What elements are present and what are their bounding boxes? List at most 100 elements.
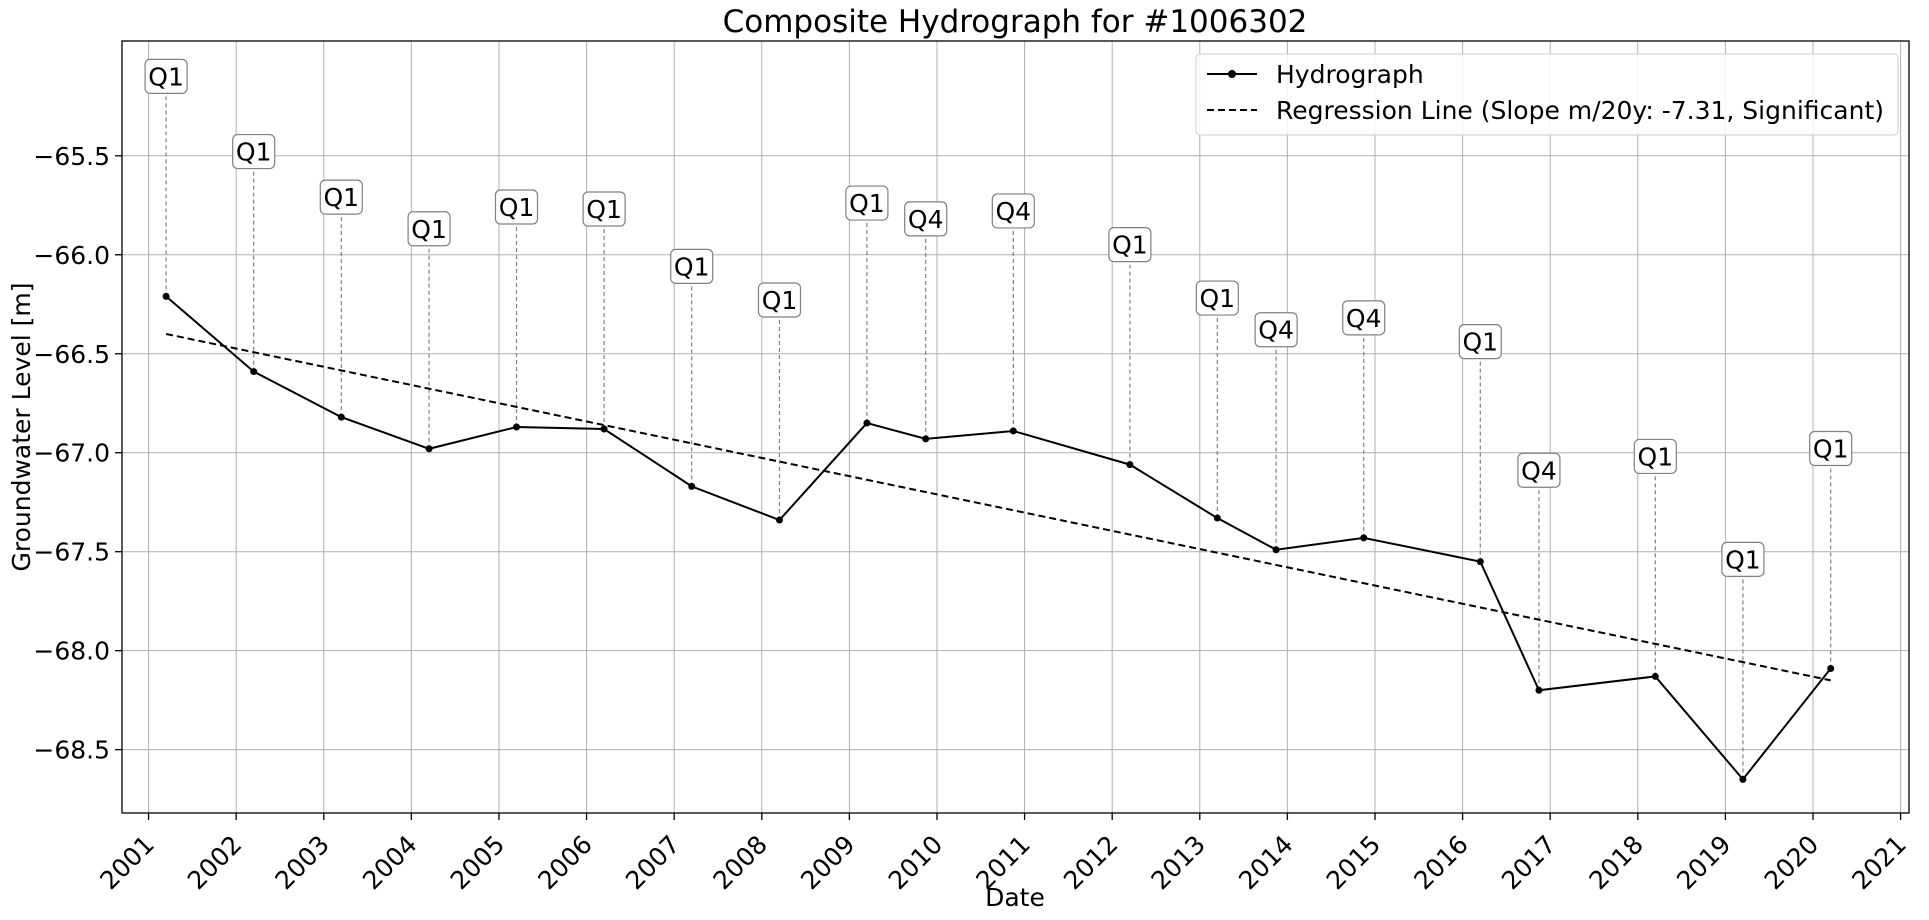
quarter-label: Q4 xyxy=(1346,304,1382,333)
quarter-label: Q1 xyxy=(586,195,622,224)
x-tick-label: 2008 xyxy=(708,830,773,895)
regression-line xyxy=(165,332,1831,682)
quarter-label: Q1 xyxy=(1200,284,1236,313)
x-tick-label: 2019 xyxy=(1671,830,1736,895)
hydrograph-point xyxy=(1126,461,1134,469)
y-tick-label: −68.0 xyxy=(33,637,110,666)
quarter-label-box xyxy=(494,189,539,225)
quarter-label: Q1 xyxy=(1463,328,1499,357)
y-tick-label: −66.0 xyxy=(33,241,110,270)
quarter-label: Q1 xyxy=(148,62,184,91)
x-tick-label: 2001 xyxy=(94,830,159,895)
quarter-label: Q1 xyxy=(674,252,710,281)
x-tick-label: 2005 xyxy=(445,830,510,895)
hydrograph-point xyxy=(1739,775,1747,783)
quarter-label-box xyxy=(1517,452,1561,488)
quarter-leader-lines xyxy=(165,93,1832,780)
quarter-label-box xyxy=(845,185,889,221)
quarter-label-box xyxy=(232,133,276,170)
quarter-label: Q1 xyxy=(499,193,535,222)
quarter-label-box xyxy=(1809,430,1853,467)
hydrograph-point xyxy=(922,435,930,443)
x-tick-label: 2021 xyxy=(1846,830,1911,895)
quarter-label-box xyxy=(1254,312,1298,348)
y-tick-label: −68.5 xyxy=(33,736,110,765)
grid-lines xyxy=(122,41,1909,813)
hydrograph-point xyxy=(250,368,258,376)
quarter-label-box xyxy=(582,191,626,227)
quarter-label: Q1 xyxy=(762,286,798,315)
y-axis-ticks: −65.5 −66.0 −66.5 −67.0 −67.5 −68.0 −68.5 xyxy=(33,142,122,765)
hydrograph-point xyxy=(1213,514,1221,522)
quarter-label: Q1 xyxy=(323,183,359,212)
hydrograph-point xyxy=(600,425,608,433)
x-tick-label: 2004 xyxy=(357,830,422,895)
quarter-label: Q4 xyxy=(996,197,1032,226)
quarter-label-box xyxy=(991,193,1035,229)
x-tick-label: 2006 xyxy=(532,830,597,895)
x-tick-label: 2003 xyxy=(270,830,335,895)
quarter-label: Q1 xyxy=(849,189,885,218)
quarter-label-box xyxy=(757,282,802,318)
legend-hydrograph-label: Hydrograph xyxy=(1276,60,1424,89)
x-tick-label: 2013 xyxy=(1146,830,1211,895)
legend-regression-label: Regression Line (Slope m/20y: -7.31, Sig… xyxy=(1276,96,1884,125)
hydrograph-point xyxy=(162,292,170,300)
x-tick-label: 2002 xyxy=(182,830,247,895)
quarter-label: Q1 xyxy=(1112,231,1148,260)
quarter-label-box xyxy=(1108,227,1152,263)
x-tick-label: 2014 xyxy=(1233,830,1298,895)
hydrograph-point xyxy=(1272,546,1280,554)
quarter-label-box xyxy=(144,58,188,94)
x-tick-label: 2009 xyxy=(795,830,860,895)
quarter-label-box xyxy=(1721,541,1765,577)
hydrograph-point xyxy=(1827,664,1835,672)
hydrograph-point xyxy=(425,445,433,453)
quarter-label: Q4 xyxy=(1521,456,1557,485)
hydrograph-point xyxy=(337,413,345,421)
quarter-labels: Q1 Q1 Q1 Q1 Q1 Q1 Q1 Q1 Q1 Q4 Q4 Q1 Q1 Q4 Q4 Q1 Q4 Q1 Q1 Q1 xyxy=(144,58,1853,577)
quarter-label-box xyxy=(904,201,948,237)
y-axis-label: Groundwater Level [m] xyxy=(7,283,36,572)
hydrograph-point xyxy=(688,482,696,490)
x-axis-label: Date xyxy=(985,883,1045,912)
x-tick-label: 2018 xyxy=(1584,830,1649,895)
quarter-label: Q1 xyxy=(1638,442,1674,471)
hydrograph-point xyxy=(863,419,871,427)
chart-title: Composite Hydrograph for #1006302 xyxy=(723,4,1308,40)
x-tick-label: 2016 xyxy=(1408,830,1473,895)
x-tick-label: 2020 xyxy=(1759,830,1824,895)
legend-box xyxy=(1195,53,1899,136)
quarter-label-box xyxy=(670,248,714,284)
quarter-label-box xyxy=(1195,280,1239,316)
hydrograph-line xyxy=(165,295,1832,781)
quarter-label: Q1 xyxy=(236,138,272,167)
y-tick-label: −65.5 xyxy=(33,142,110,171)
hydrograph-point xyxy=(1009,427,1017,435)
quarter-label: Q1 xyxy=(1725,545,1761,574)
quarter-label-box xyxy=(1633,438,1677,475)
quarter-label: Q1 xyxy=(411,215,447,244)
legend-hydrograph-marker xyxy=(1228,70,1236,78)
hydrograph-series xyxy=(162,292,1835,783)
x-tick-label: 2012 xyxy=(1058,830,1123,895)
x-tick-label: 2007 xyxy=(620,830,685,895)
hydrograph-point xyxy=(1535,686,1543,694)
quarter-label: Q4 xyxy=(1258,316,1294,345)
quarter-label-box xyxy=(407,211,451,247)
quarter-label: Q4 xyxy=(908,205,944,234)
x-tick-label: 2015 xyxy=(1321,830,1386,895)
y-tick-label: −66.5 xyxy=(33,340,110,369)
y-tick-label: −67.5 xyxy=(33,538,110,567)
legend: Hydrograph Regression Line (Slope m/20y:… xyxy=(1195,53,1899,136)
quarter-label-box xyxy=(319,179,363,215)
x-tick-label: 2017 xyxy=(1496,830,1561,895)
quarter-label-box xyxy=(1342,300,1386,336)
hydrograph-point xyxy=(1476,558,1484,566)
quarter-label: Q1 xyxy=(1813,434,1849,463)
hydrograph-point xyxy=(512,423,520,431)
hydrograph-point xyxy=(1651,672,1659,680)
plot-frame xyxy=(121,40,1910,814)
regression-series xyxy=(165,332,1831,682)
